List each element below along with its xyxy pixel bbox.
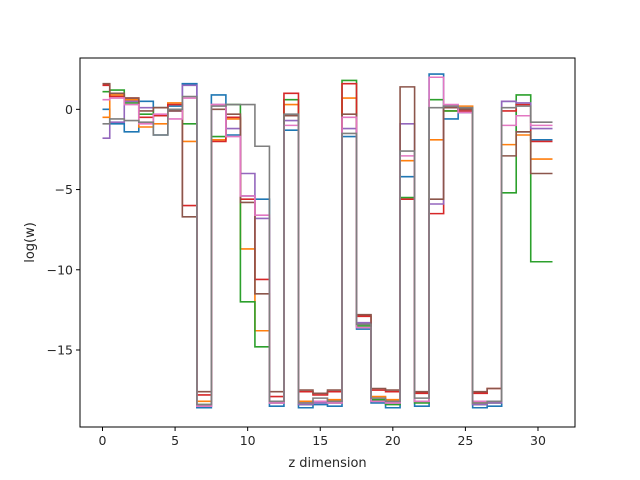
y-tick-label: −15 xyxy=(47,342,73,357)
y-tick-label: −10 xyxy=(47,262,73,277)
series-line-8 xyxy=(102,95,553,406)
x-axis: 0 5 10 15 20 25 30 xyxy=(99,427,546,448)
plot-area xyxy=(80,58,575,427)
y-axis-label: log(w) xyxy=(23,222,38,263)
series-layer xyxy=(102,73,553,409)
x-tick-label: 5 xyxy=(171,433,179,448)
y-tick-label: −5 xyxy=(55,182,73,197)
x-tick-label: 0 xyxy=(99,433,107,448)
x-tick-label: 10 xyxy=(240,433,256,448)
series-line-7 xyxy=(102,76,553,407)
y-axis: −15 −10 −5 0 xyxy=(47,102,80,357)
plot-frame xyxy=(79,57,576,428)
x-tick-label: 25 xyxy=(457,433,473,448)
x-tick-label: 30 xyxy=(530,433,546,448)
x-axis-label: z dimension xyxy=(288,456,366,471)
x-tick-label: 20 xyxy=(385,433,401,448)
x-tick-label: 15 xyxy=(312,433,328,448)
y-tick-label: 0 xyxy=(65,102,73,117)
